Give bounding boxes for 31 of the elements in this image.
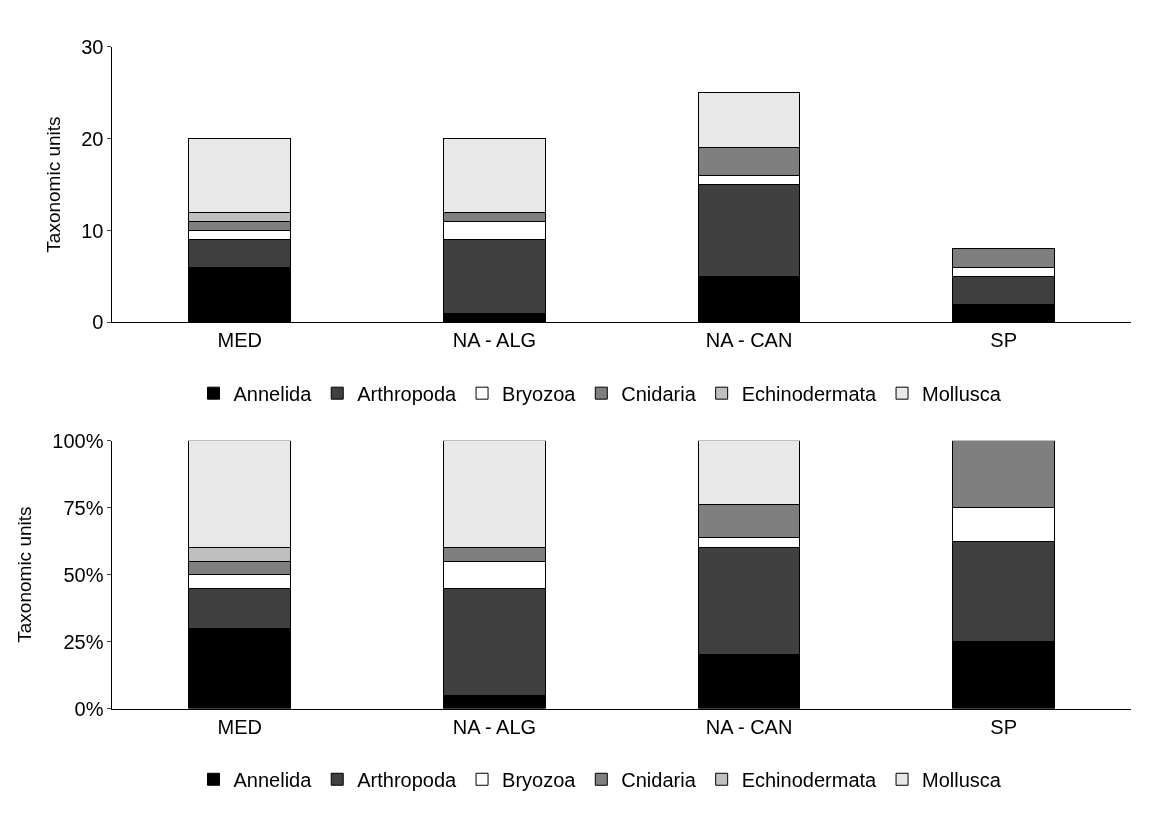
x-tick-label: MED <box>217 715 262 738</box>
legend-label: Bryozoa <box>502 769 577 792</box>
y-tick-label: 0% <box>74 697 104 720</box>
y-tick-label: 75% <box>63 496 104 519</box>
x-tick-label: NA - CAN <box>705 715 793 738</box>
x-tick-label: SP <box>990 715 1018 738</box>
x-tick-label: NA - ALG <box>452 329 537 352</box>
y-axis-title: Taxonomic units <box>14 506 36 643</box>
legend-label: Echinodermata <box>741 769 878 792</box>
legend-label: Annelida <box>233 382 313 405</box>
x-tick-label: NA - CAN <box>705 329 793 352</box>
legend-label: Bryozoa <box>502 382 577 405</box>
y-tick-label: 100% <box>52 429 104 452</box>
y-tick-label: 20 <box>81 127 104 150</box>
legend-label: Cnidaria <box>621 382 697 405</box>
x-tick-label: SP <box>990 329 1018 352</box>
x-tick-label: MED <box>217 329 262 352</box>
y-tick-label: 0 <box>92 311 104 334</box>
y-axis-title: Taxonomic units <box>43 116 65 253</box>
y-tick-label: 30 <box>81 35 104 58</box>
y-tick-label: 25% <box>63 630 104 653</box>
legend-label: Annelida <box>233 769 313 792</box>
x-tick-label: NA - ALG <box>452 715 537 738</box>
legend-label: Arthropoda <box>357 769 458 792</box>
y-tick-label: 50% <box>63 563 104 586</box>
y-tick-label: 10 <box>81 219 104 242</box>
legend-label: Echinodermata <box>741 382 878 405</box>
legend-label: Mollusca <box>922 382 1002 405</box>
legend-label: Mollusca <box>922 769 1002 792</box>
legend-label: Arthropoda <box>357 382 458 405</box>
legend-label: Cnidaria <box>621 769 697 792</box>
